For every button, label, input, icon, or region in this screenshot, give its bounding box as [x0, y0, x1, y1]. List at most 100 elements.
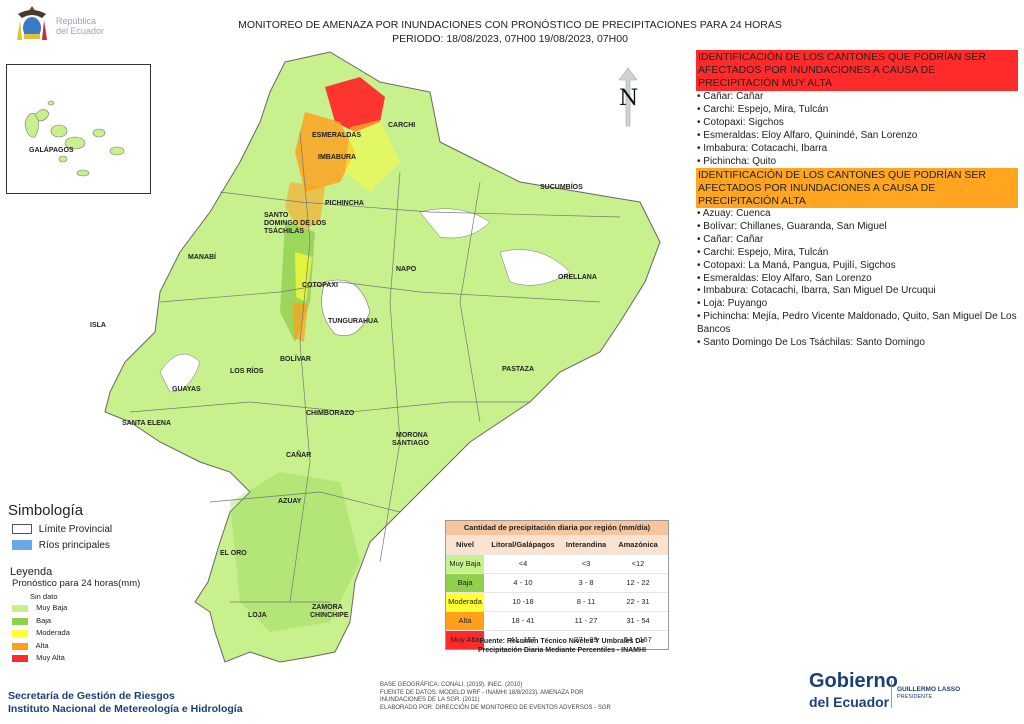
- cell-nivel: Baja: [446, 574, 484, 592]
- institution-inamhi: Instituto Nacional de Metereología e Hid…: [8, 703, 243, 715]
- galapagos-label: GALÁPAGOS: [29, 147, 74, 154]
- muy-alta-heading: IDENTIFICACIÓN DE LOS CANTONES QUE PODRÍ…: [696, 50, 1018, 91]
- table-row: Baja 4 - 10 3 - 8 12 - 22: [446, 573, 668, 592]
- header-interandina: Interandina: [565, 540, 607, 549]
- list-item: • Cotopaxi: La Maná, Pangua, Pujilí, Sig…: [697, 259, 896, 271]
- institutions: Secretaría de Gestión de Riesgos Institu…: [8, 690, 243, 716]
- cell-litoral: 41 -157: [510, 635, 536, 644]
- cell-amazonica: 54 - 167: [624, 635, 652, 644]
- logo-text-line2: del Ecuador: [56, 26, 105, 36]
- cell-nivel: Alta: [446, 612, 484, 630]
- muy-alta-swatch-icon: [12, 654, 28, 662]
- cell-interandina: 27 - 99: [574, 635, 598, 644]
- label-pichincha: PICHINCHA: [325, 200, 364, 207]
- list-item: • Bolívar: Chillanes, Guaranda, San Migu…: [697, 220, 887, 232]
- galapagos-islands-shape: [24, 100, 125, 177]
- alta-swatch-icon: [12, 642, 28, 650]
- muy-alta-list: • Cañar: Cañar • Carchi: Espejo, Mira, T…: [697, 91, 1019, 168]
- list-item: • Carchi: Espejo, Mira, Tulcán: [697, 246, 829, 258]
- rios-swatch-icon: [12, 540, 32, 551]
- logo-divider: [891, 680, 892, 708]
- legend-item-alta: Alta: [12, 641, 49, 651]
- credit-line: BASE GEOGRÁFICA: CONALI. (2019). INEC. (…: [380, 682, 523, 688]
- label-santo-domingo-2: DOMINGO DE LOS: [264, 220, 327, 227]
- legend-item-label: Alta: [35, 641, 49, 650]
- label-morona-1: MORONA: [396, 432, 428, 439]
- label-guayas: GUAYAS: [172, 386, 201, 393]
- alta-list: • Azuay: Cuenca • Bolívar: Chillanes, Gu…: [697, 208, 1019, 350]
- credit-line: FUENTE DE DATOS: MODELO WRF - INAMHI 18/…: [380, 689, 584, 696]
- list-item: • Pichincha: Quito: [697, 155, 777, 167]
- coat-of-arms-icon: [17, 6, 47, 40]
- cell-amazonica: <12: [631, 559, 645, 568]
- legend-item-label: Sin dato: [30, 592, 58, 601]
- label-cotopaxi: COTOPAXI: [302, 282, 338, 289]
- table-row: Muy Baja <4 <3 <12: [446, 554, 668, 573]
- limite-swatch-icon: [12, 524, 32, 535]
- source-line2: Precipitación Diaria Mediante Percentile…: [477, 647, 647, 654]
- cell-interandina: 8 - 11: [576, 597, 596, 606]
- ecuador-map-shape: [104, 51, 661, 663]
- list-item: • Cotopaxi: Sigchos: [697, 116, 784, 128]
- simbologia-title: Simbología: [8, 502, 84, 519]
- label-esmeraldas: ESMERALDAS: [312, 132, 362, 139]
- cell-nivel: Moderada: [446, 593, 484, 611]
- del-ecuador-text: del Ecuador: [809, 694, 890, 710]
- president-name: GUILLERMO LASSO: [897, 686, 961, 693]
- label-santo-domingo-1: SANTO: [264, 212, 289, 219]
- cell-litoral: 10 -18: [512, 597, 534, 606]
- cell-litoral: 4 - 10: [513, 578, 533, 587]
- list-item: • Esmeraldas: Eloy Alfaro, San Lorenzo: [697, 272, 872, 284]
- label-zamora-2: CHINCHIPE: [310, 612, 349, 619]
- label-canar: CAÑAR: [286, 452, 312, 459]
- moderada-swatch-icon: [12, 629, 28, 637]
- cell-amazonica: 12 - 22: [626, 578, 650, 587]
- table-row: Muy Alta 41 -157 27 - 99 54 - 167: [446, 630, 668, 649]
- page-title: MONITOREO DE AMENAZA POR INUNDACIONES CO…: [170, 18, 850, 46]
- cell-interandina: 3 - 8: [578, 578, 594, 587]
- ecuador-map: ESMERALDAS CARCHI IMBABURA PICHINCHA SUC…: [90, 42, 700, 692]
- rios-label: Ríos principales: [38, 540, 110, 551]
- legend-item-moderada: Moderada: [12, 628, 70, 638]
- label-pastaza: PASTAZA: [502, 366, 535, 373]
- label-imbabura: IMBABURA: [318, 154, 357, 161]
- institution-sgr: Secretaría de Gestión de Riesgos: [8, 690, 175, 702]
- limite-label: Límite Provincial: [38, 524, 113, 535]
- label-azuay: AZUAY: [278, 498, 302, 505]
- label-sucumbios: SUCUMBÍOS: [540, 184, 583, 191]
- label-bolivar: BOLÍVAR: [280, 356, 311, 363]
- credits-block: BASE GEOGRÁFICA: CONALI. (2019). INEC. (…: [380, 682, 640, 712]
- cell-nivel: Muy Baja: [446, 555, 484, 573]
- legend-item-label: Moderada: [36, 628, 70, 637]
- north-arrow-icon: [618, 67, 638, 127]
- legend-item-sin-dato: Sin dato: [30, 592, 58, 602]
- label-isla: ISLA: [90, 322, 106, 329]
- header-litoral: Litoral/Galápagos: [491, 540, 555, 549]
- label-chimborazo: CHIMBORAZO: [306, 410, 355, 417]
- list-item: • Cañar: Cañar: [697, 91, 764, 102]
- legend-item-muy-baja: Muy Baja: [12, 603, 67, 613]
- header-amazonica: Amazónica: [618, 540, 658, 549]
- label-el-oro: EL ORO: [220, 550, 247, 557]
- alta-heading: IDENTIFICACIÓN DE LOS CANTONES QUE PODRÍ…: [696, 168, 1018, 208]
- table-row: Moderada 10 -18 8 - 11 22 - 31: [446, 592, 668, 611]
- legend-item-label: Muy Baja: [36, 603, 68, 612]
- muy-baja-swatch-icon: [12, 604, 28, 612]
- cell-litoral: 18 - 41: [511, 616, 535, 625]
- table-title: Cantidad de precipitación diaria por reg…: [446, 521, 668, 535]
- legend-limite-provincial: Límite Provincial: [12, 524, 112, 535]
- ecuador-coat-of-arms-logo: República del Ecuador: [14, 4, 124, 48]
- gobierno-text: Gobierno: [809, 670, 898, 692]
- list-item: • Esmeraldas: Eloy Alfaro, Quinindé, San…: [697, 129, 918, 141]
- list-item: • Imbabura: Cotacachi, Ibarra: [697, 142, 828, 154]
- legend-rios: Ríos principales: [12, 540, 110, 551]
- leyenda-subtitle: Pronóstico para 24 horas(mm): [12, 578, 141, 589]
- cell-amazonica: 22 - 31: [626, 597, 650, 606]
- baja-swatch-icon: [12, 617, 28, 625]
- list-item: • Carchi: Espejo, Mira, Tulcán: [697, 103, 829, 115]
- cell-amazonica: 31 - 54: [626, 616, 650, 625]
- north-label: N: [619, 86, 639, 111]
- cell-interandina: <3: [581, 559, 591, 568]
- legend-item-label: Muy Alta: [36, 653, 65, 662]
- table-row: Alta 18 - 41 11 - 27 31 - 54: [446, 611, 668, 630]
